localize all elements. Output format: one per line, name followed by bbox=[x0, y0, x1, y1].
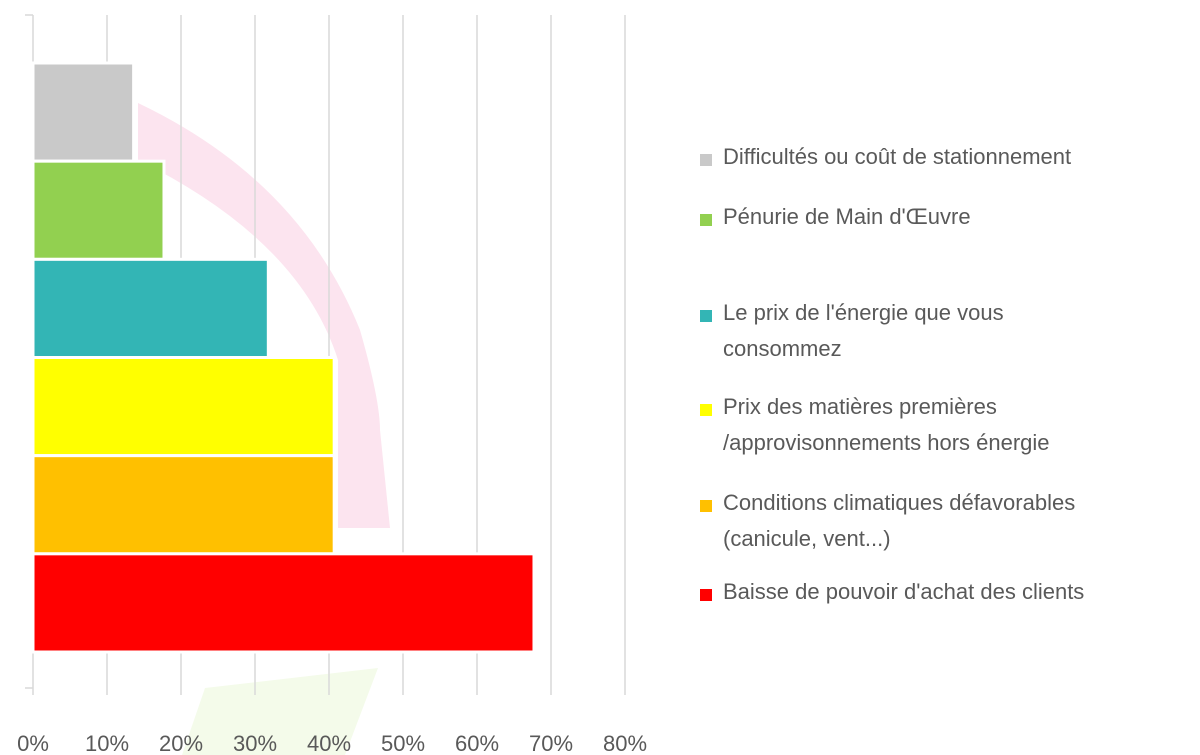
legend-swatch bbox=[700, 214, 712, 226]
bar bbox=[31, 257, 270, 360]
legend-label: Difficultés ou coût de stationnement bbox=[723, 144, 1072, 169]
x-tick-label: 20% bbox=[159, 731, 203, 755]
x-tick-label: 80% bbox=[603, 731, 647, 755]
legend-label: Conditions climatiques défavorables (can… bbox=[723, 490, 1076, 551]
legend-label: Le prix de l'énergie que vous consommez bbox=[723, 300, 1004, 361]
legend: Difficultés ou coût de stationnement Pénu… bbox=[700, 0, 1200, 755]
legend-entry: Prix des matières premières /approvisonn… bbox=[700, 394, 1050, 461]
bar bbox=[31, 159, 166, 261]
x-tick-label: 0% bbox=[17, 731, 49, 755]
x-tick-label: 40% bbox=[307, 731, 351, 755]
legend-entry: Conditions climatiques défavorables (can… bbox=[700, 490, 1075, 557]
legend-swatch bbox=[700, 154, 712, 166]
legend-entry: Le prix de l'énergie que vous consommez bbox=[700, 300, 1004, 367]
legend-swatch bbox=[700, 404, 712, 416]
legend-label: Pénurie de Main d'Œuvre bbox=[723, 204, 971, 229]
legend-swatch bbox=[700, 310, 712, 322]
x-tick-label: 10% bbox=[85, 731, 129, 755]
bar bbox=[31, 356, 336, 458]
x-tick-label: 70% bbox=[529, 731, 573, 755]
legend-swatch bbox=[700, 589, 712, 601]
bar bbox=[31, 552, 536, 654]
legend-label: Baisse de pouvoir d'achat des clients bbox=[723, 579, 1085, 604]
legend-swatch bbox=[700, 500, 712, 512]
legend-entry: Pénurie de Main d'Œuvre bbox=[700, 204, 971, 235]
x-tick-label: 30% bbox=[233, 731, 277, 755]
legend-entry: Difficultés ou coût de stationnement bbox=[700, 144, 1071, 175]
x-tick-label: 50% bbox=[381, 731, 425, 755]
x-tick-label: 60% bbox=[455, 731, 499, 755]
bar bbox=[31, 61, 136, 163]
decoration bbox=[138, 103, 390, 528]
legend-entry: Baisse de pouvoir d'achat des clients bbox=[700, 579, 1084, 610]
legend-label: Prix des matières premières /approvisonn… bbox=[723, 394, 1050, 455]
bar bbox=[31, 454, 336, 556]
